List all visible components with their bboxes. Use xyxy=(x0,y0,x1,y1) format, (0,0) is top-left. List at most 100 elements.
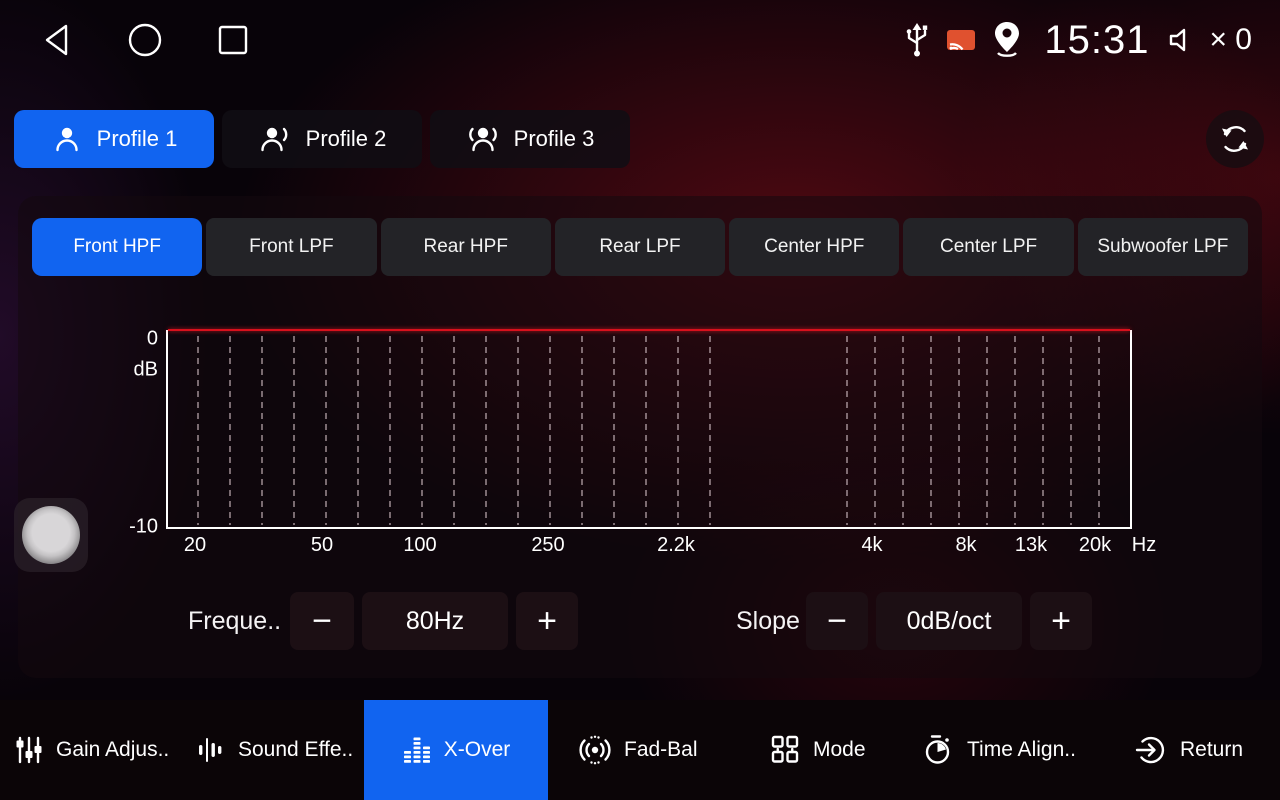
filter-tab-center-lpf[interactable]: Center LPF xyxy=(903,218,1074,276)
volume-level: × 0 xyxy=(1209,23,1252,56)
gridline xyxy=(293,336,295,525)
mode-icon xyxy=(769,734,801,766)
nav-mode[interactable]: Mode xyxy=(769,700,866,800)
y-tick-label: -10 xyxy=(129,515,158,538)
knob-dial[interactable] xyxy=(22,506,80,564)
nav-label: Return xyxy=(1180,738,1244,761)
gridline xyxy=(421,336,423,525)
gridline xyxy=(1014,336,1016,525)
user-arc-icon xyxy=(258,123,292,155)
nav-time-align[interactable]: Time Align.. xyxy=(923,700,1076,800)
clock: 15:31 xyxy=(1044,17,1150,62)
gridline xyxy=(709,336,711,525)
slope-value: 0dB/oct xyxy=(876,592,1022,650)
filter-tab-rear-lpf[interactable]: Rear LPF xyxy=(554,218,726,276)
filter-tab-front-hpf[interactable]: Front HPF xyxy=(32,218,203,276)
nav-sound-effe[interactable]: Sound Effe.. xyxy=(196,700,353,800)
gridline xyxy=(357,336,359,525)
android-nav-buttons xyxy=(0,21,250,59)
sliders-icon xyxy=(14,735,44,765)
gridline xyxy=(1042,336,1044,525)
eq-bars-icon xyxy=(402,735,432,765)
gridline xyxy=(613,336,615,525)
frequency-label: Freque.. xyxy=(188,606,282,635)
response-curve xyxy=(168,329,1130,331)
nav-label: Sound Effe.. xyxy=(238,738,354,761)
waveform-icon xyxy=(196,735,226,765)
gridline xyxy=(1098,336,1100,525)
slope-minus-button[interactable]: − xyxy=(806,592,868,650)
profile-tab-1[interactable]: Profile 1 xyxy=(14,110,214,168)
home-button[interactable] xyxy=(126,21,164,59)
location-icon xyxy=(990,20,1024,60)
frequency-value: 80Hz xyxy=(362,592,508,650)
profile-tab-label: Profile 1 xyxy=(96,126,178,151)
filter-tab-subwoofer-lpf[interactable]: Subwoofer LPF xyxy=(1077,218,1248,276)
nav-label: Gain Adjus.. xyxy=(56,738,170,761)
gridline xyxy=(197,336,199,525)
filter-channel-tabs: Front HPF Front LPF Rear HPF Rear LPF Center… xyxy=(32,218,1248,276)
stopwatch-icon xyxy=(923,733,955,767)
nav-gain-adjus[interactable]: Gain Adjus.. xyxy=(14,700,169,800)
x-tick-label: 100 xyxy=(403,534,437,556)
frequency-minus-button[interactable]: − xyxy=(290,592,354,650)
recents-icon xyxy=(216,23,250,57)
y-tick-label: dB xyxy=(133,358,158,381)
nav-return[interactable]: Return xyxy=(1134,700,1243,800)
gridline xyxy=(261,336,263,525)
gridline xyxy=(645,336,647,525)
gridline xyxy=(958,336,960,525)
gridline xyxy=(485,336,487,525)
status-bar: 15:31 × 0 xyxy=(0,0,1280,80)
frequency-plus-button[interactable]: + xyxy=(516,592,578,650)
back-button[interactable] xyxy=(40,21,74,59)
filter-tab-front-lpf[interactable]: Front LPF xyxy=(206,218,377,276)
filter-tab-rear-hpf[interactable]: Rear HPF xyxy=(380,218,551,276)
status-indicators: 15:31 × 0 xyxy=(902,18,1280,63)
usb-icon xyxy=(902,21,932,59)
gridline xyxy=(930,336,932,525)
x-axis-unit: Hz xyxy=(1131,534,1157,556)
reset-button[interactable] xyxy=(1206,110,1264,168)
nav-label: Fad-Bal xyxy=(624,738,698,761)
bottom-nav-bar: Gain Adjus.. Sound Effe.. X-Over Fad-Bal Mod… xyxy=(0,700,1280,800)
x-tick-label: 250 xyxy=(531,534,565,556)
nav-fad-bal[interactable]: Fad-Bal xyxy=(578,700,698,800)
profile-tab-3[interactable]: Profile 3 xyxy=(430,110,630,168)
home-icon xyxy=(126,21,164,59)
profile-tab-label: Profile 2 xyxy=(305,126,387,151)
gridline xyxy=(1070,336,1072,525)
gridline xyxy=(453,336,455,525)
gridline xyxy=(902,336,904,525)
gridline xyxy=(325,336,327,525)
fad-bal-icon xyxy=(578,733,612,767)
slope-label: Slope xyxy=(736,606,800,635)
x-tick-label: 20k xyxy=(1078,534,1112,556)
gridline xyxy=(389,336,391,525)
volume-mute-icon xyxy=(1167,25,1197,55)
recents-button[interactable] xyxy=(216,23,250,57)
nav-x-over[interactable]: X-Over xyxy=(364,700,548,800)
profile-tab-2[interactable]: Profile 2 xyxy=(222,110,422,168)
return-icon xyxy=(1134,733,1168,767)
profile-tabs: Profile 1 Profile 2 Profile 3 xyxy=(14,110,630,168)
gridline xyxy=(846,336,848,525)
cast-icon xyxy=(946,28,976,52)
x-tick-label: 4k xyxy=(861,534,883,556)
user-arcs-icon xyxy=(466,123,500,155)
back-icon xyxy=(40,21,74,59)
nav-label: Time Align.. xyxy=(967,738,1076,761)
gridline xyxy=(986,336,988,525)
filter-tab-center-hpf[interactable]: Center HPF xyxy=(729,218,900,276)
nav-label: X-Over xyxy=(443,738,511,761)
y-tick-label: 0 xyxy=(146,327,158,350)
gridline xyxy=(517,336,519,525)
x-tick-label: 20 xyxy=(183,534,207,556)
gridline xyxy=(581,336,583,525)
nav-label: Mode xyxy=(813,738,866,761)
slope-plus-button[interactable]: + xyxy=(1030,592,1092,650)
rotary-knob[interactable] xyxy=(14,498,88,572)
sync-icon xyxy=(1217,121,1253,157)
user-icon xyxy=(51,123,83,155)
